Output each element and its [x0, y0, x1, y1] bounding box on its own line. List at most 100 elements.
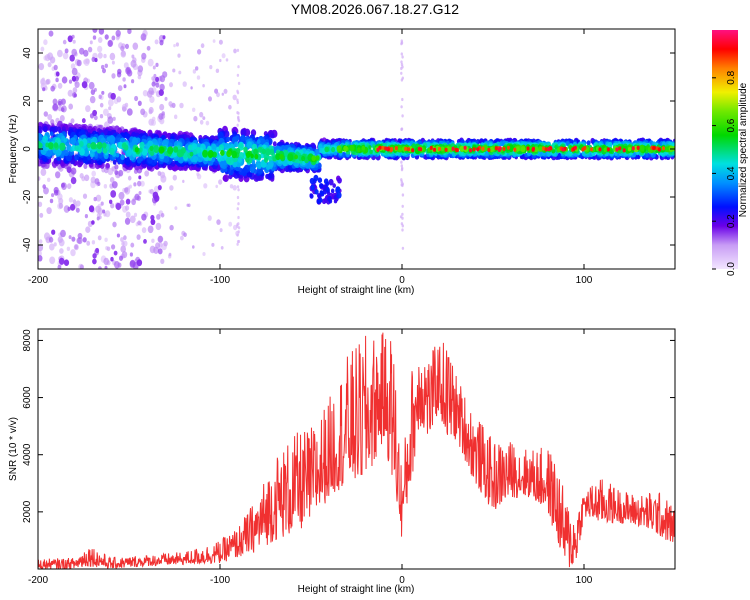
spectrogram-point	[140, 33, 147, 41]
spectrogram-point	[429, 145, 433, 150]
spectrogram-point	[202, 84, 205, 88]
spectrogram-point	[237, 119, 241, 123]
spectrogram-point	[153, 73, 157, 78]
spectrogram-point	[225, 58, 229, 62]
colorbar-label: Normalized spectral amplitude	[738, 82, 749, 217]
spectrogram-point	[63, 259, 70, 267]
spectrogram-point	[389, 148, 393, 153]
spectrogram-point	[586, 140, 591, 146]
spectrogram-point	[268, 172, 273, 179]
spectrogram-point	[86, 137, 92, 145]
spectrogram-point	[618, 146, 622, 151]
spectrogram-point	[85, 105, 91, 113]
spectrogram-point	[47, 114, 53, 121]
colorbar-gradient	[712, 30, 738, 269]
spectrogram-point	[481, 146, 485, 151]
spectrogram-point	[236, 91, 240, 95]
spectrogram-point	[401, 182, 404, 186]
spectrogram-point	[406, 147, 411, 152]
spectrogram-point	[398, 147, 402, 153]
y-tick-label: -40	[22, 237, 33, 252]
spectrogram-point	[58, 257, 65, 265]
spectrogram-point	[223, 88, 228, 94]
spectrogram-point	[190, 86, 193, 90]
spectrogram-point	[96, 141, 103, 150]
spectrogram-point	[237, 81, 241, 85]
spectrogram-point	[39, 212, 44, 218]
spectrogram-point	[233, 48, 237, 54]
spectrogram-point	[256, 139, 261, 145]
spectrogram-point	[148, 118, 154, 126]
spectrogram-point	[236, 233, 239, 237]
spectrogram-point	[94, 57, 98, 63]
spectrogram-point	[506, 145, 511, 150]
spectrogram-point	[84, 214, 88, 219]
y-tick-label: 40	[22, 47, 33, 59]
spectrogram-point	[603, 147, 608, 153]
spectrogram-point	[137, 100, 142, 107]
spectrogram-point	[287, 153, 294, 162]
spectrogram-point	[79, 173, 84, 179]
spectrogram-point	[369, 149, 373, 154]
y-tick-label: 8000	[22, 329, 33, 352]
spectrogram-point	[232, 94, 237, 101]
spectrogram-point	[84, 174, 90, 182]
spectrogram-point	[119, 199, 125, 206]
spectrogram-point	[111, 73, 116, 79]
spectrogram-point	[49, 131, 54, 137]
spectrogram-point	[226, 150, 232, 158]
spectrogram-point	[60, 98, 66, 105]
spectrogram-point	[68, 197, 73, 203]
spectrogram-point	[107, 116, 114, 124]
spectrogram-point	[151, 238, 155, 243]
spectrogram-point	[256, 162, 262, 169]
spectrogram-point	[140, 180, 145, 187]
spectrogram-point	[182, 179, 185, 183]
spectrogram-point	[318, 197, 323, 203]
spectrogram-point	[97, 52, 103, 59]
spectrogram-point	[61, 76, 68, 84]
spectrogram-point	[253, 148, 258, 155]
spectrogram-point	[326, 187, 330, 192]
spectrogram-point	[236, 100, 239, 105]
spectrogram-point	[62, 52, 69, 60]
spectrogram-point	[116, 96, 122, 103]
spectrogram-point	[109, 177, 115, 183]
spectrogram-point	[234, 141, 239, 148]
spectrogram-point	[159, 103, 165, 111]
spectrogram-point	[70, 167, 77, 175]
spectrogram-point	[515, 146, 520, 152]
spectrogram-point	[120, 50, 127, 58]
spectrogram-point	[131, 79, 135, 84]
spectrogram-point	[53, 242, 57, 247]
spectrogram-point	[68, 79, 73, 84]
spectrogram-point	[432, 147, 437, 152]
spectrogram-point	[315, 155, 320, 161]
spectrogram-point	[38, 127, 41, 134]
spectrogram-point	[487, 147, 491, 152]
spectrogram-point	[236, 48, 240, 53]
spectrogram-point	[114, 164, 119, 170]
spectrogram-point	[99, 102, 104, 108]
spectrogram-point	[155, 82, 160, 88]
spectrogram-point	[120, 45, 125, 52]
spectrogram-point	[237, 65, 240, 69]
spectrogram-point	[193, 115, 198, 122]
spectrogram-point	[401, 114, 404, 118]
spectrogram-point	[219, 228, 223, 233]
spectrogram-point	[652, 146, 656, 151]
spectrogram-point	[175, 42, 179, 47]
spectrogram-point	[526, 146, 530, 151]
spectrogram-point	[55, 77, 59, 83]
spectrogram-point	[48, 30, 54, 37]
spectrogram-point	[237, 222, 240, 226]
spectrogram-point	[68, 235, 72, 240]
spectrogram-point	[200, 43, 205, 49]
spectrogram-point	[222, 174, 229, 182]
spectrogram-point	[158, 89, 164, 96]
spectrogram-point	[186, 203, 189, 207]
x-tick-label: -100	[210, 575, 230, 586]
spectrogram-point	[139, 141, 145, 149]
snr-series-line	[38, 332, 675, 569]
spectrogram-point	[42, 87, 46, 92]
